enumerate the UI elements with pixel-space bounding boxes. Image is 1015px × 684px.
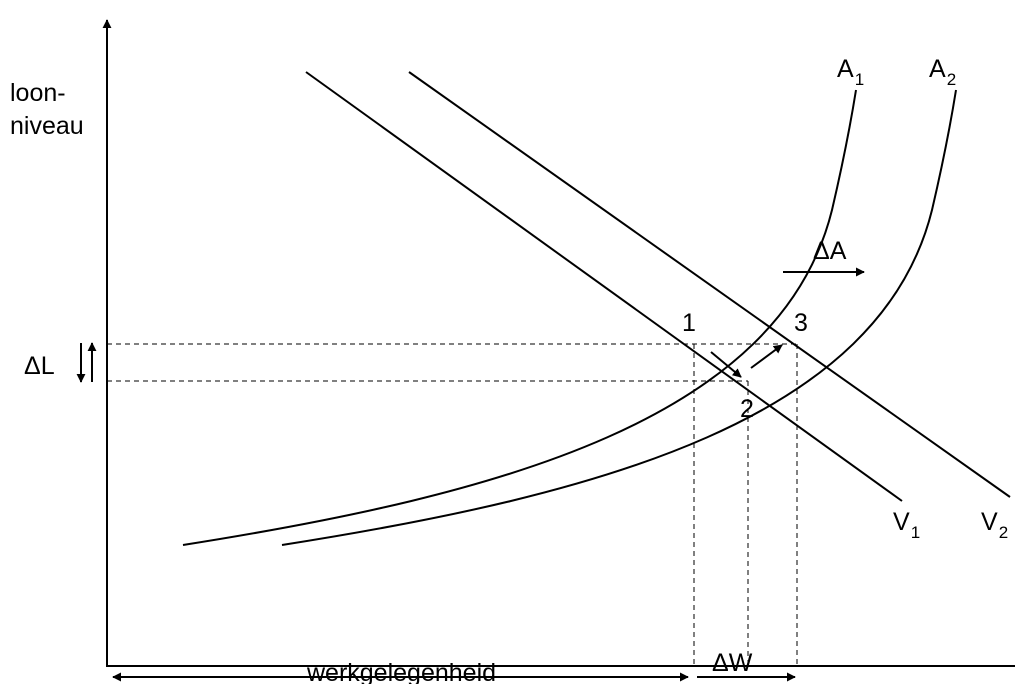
demand-curve-v1 <box>305 71 903 502</box>
demand-1-label: V1 <box>893 508 920 542</box>
point-3-label: 3 <box>794 309 808 337</box>
supply-curve-a2 <box>281 89 957 546</box>
supply-2-label: A2 <box>929 55 956 89</box>
supply-1-label: A1 <box>837 55 864 89</box>
supply-curve-a1 <box>182 89 857 546</box>
shift-arrow-2-to-3 <box>750 344 783 369</box>
delta-l-label: ΔL <box>24 352 55 380</box>
shift-arrow-1-to-2 <box>710 351 742 378</box>
delta-a-label: ΔA <box>813 237 847 265</box>
y-axis-label-line1: loon- <box>10 79 66 107</box>
demand-2-label: V2 <box>981 508 1008 542</box>
delta-w-label: ΔW <box>712 649 753 677</box>
demand-curve-v2 <box>408 71 1011 498</box>
guide-lines <box>107 343 798 666</box>
employment-label: werkgelegenheid <box>306 659 496 684</box>
point-2-label: 2 <box>740 395 754 423</box>
y-axis-label-line2: niveau <box>10 112 84 140</box>
point-1-label: 1 <box>682 309 696 337</box>
